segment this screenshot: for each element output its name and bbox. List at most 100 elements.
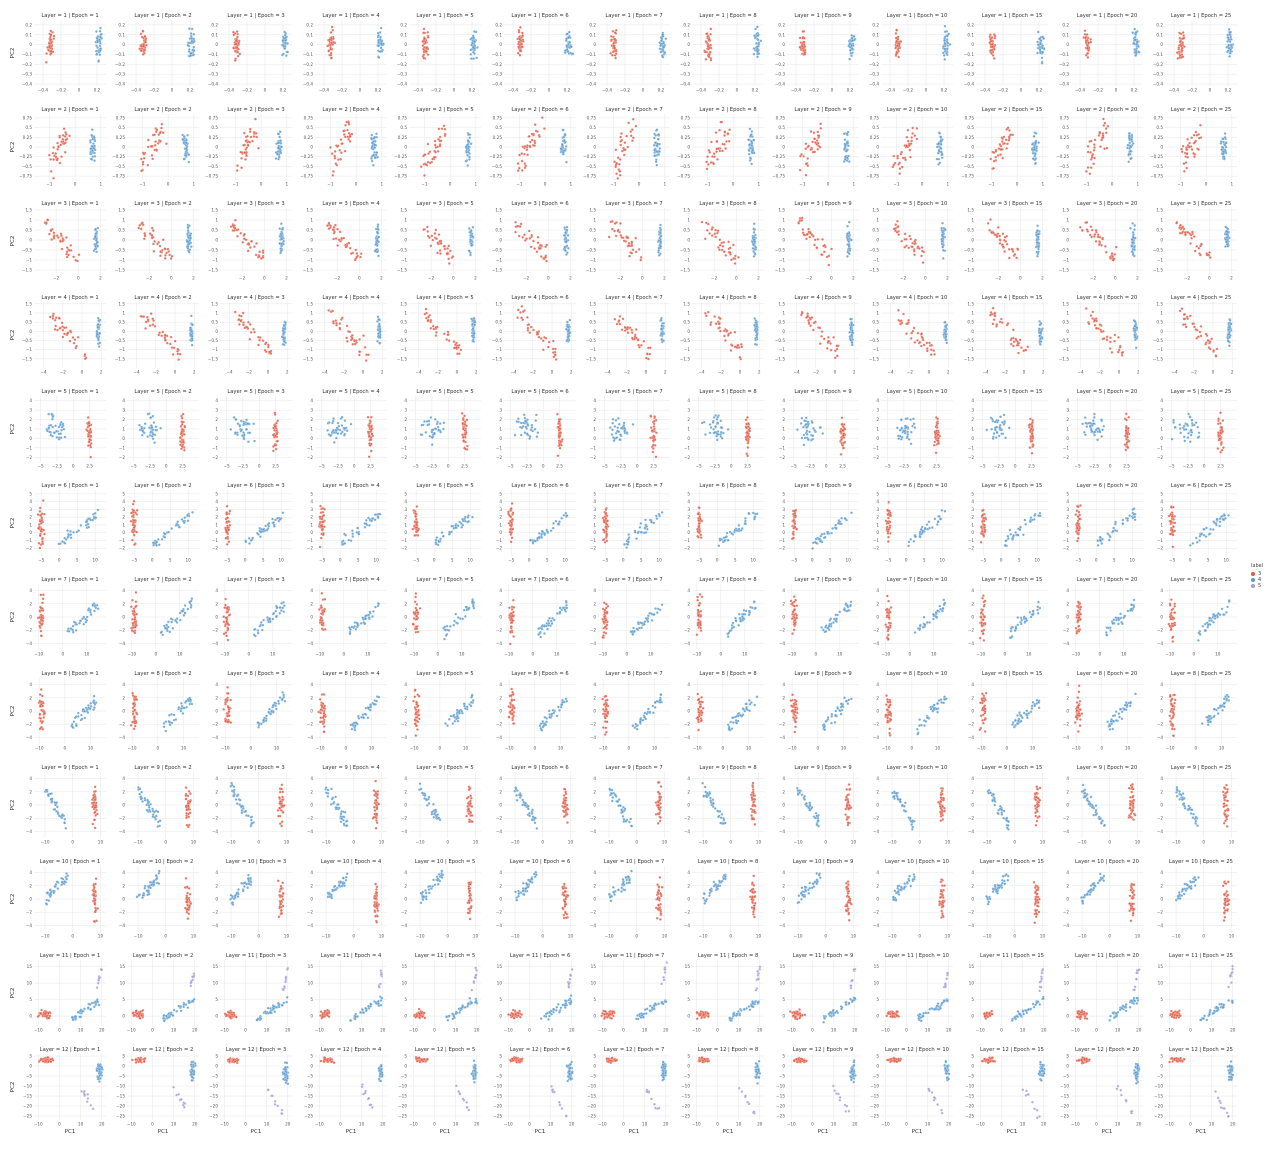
data-point-label-3 xyxy=(443,247,447,251)
data-point-label-3 xyxy=(58,161,62,165)
data-point-label-3 xyxy=(894,31,898,35)
data-point-label-4 xyxy=(756,55,759,59)
data-point-label-3 xyxy=(231,224,235,227)
data-point-label-4 xyxy=(845,132,849,136)
panel-layer-3-epoch-8: Layer = 3 | Epoch = 8−2 0 2−1.5−1−0.500.51… xyxy=(680,201,764,281)
data-point-label-3 xyxy=(1078,225,1082,229)
data-point-label-3 xyxy=(718,317,722,320)
data-point-label-3 xyxy=(726,132,730,135)
panel-layer-4-epoch-9: Layer = 4 | Epoch = 9−4 −2 0 2−1.5−1−0.500.… xyxy=(775,295,859,375)
x-tick-label: −2 xyxy=(246,370,253,375)
data-point-label-3 xyxy=(338,326,342,330)
data-point-label-3 xyxy=(530,233,534,237)
data-point-label-3 xyxy=(83,353,87,356)
y-tick-label: −0.5 xyxy=(397,338,408,343)
data-point-label-3 xyxy=(236,50,240,54)
data-point-label-3 xyxy=(521,145,525,149)
data-point-label-3 xyxy=(921,338,925,342)
x-tick-label: 2 xyxy=(946,276,949,281)
y-tick-label: −0.25 xyxy=(961,154,974,159)
data-point-label-3 xyxy=(809,324,812,328)
y-tick-label: 0.25 xyxy=(493,135,503,140)
data-point-label-4 xyxy=(372,163,375,167)
y-axis-label: PC2 xyxy=(10,142,16,153)
data-point-label-3 xyxy=(709,321,713,324)
y-tick-label: −0.75 xyxy=(583,174,596,179)
data-point-label-3 xyxy=(325,224,329,228)
data-point-label-3 xyxy=(1197,148,1200,151)
y-tick-label: −0.5 xyxy=(492,248,503,253)
data-point-label-3 xyxy=(351,342,355,346)
data-point-label-3 xyxy=(60,234,63,238)
data-point-label-4 xyxy=(942,53,946,57)
data-point-label-3 xyxy=(617,162,621,166)
data-point-label-4 xyxy=(1036,254,1039,258)
data-point-label-3 xyxy=(327,308,330,312)
panel-title: Layer = 1 | Epoch = 9 xyxy=(794,13,851,19)
data-point-label-3 xyxy=(713,315,716,318)
data-point-label-3 xyxy=(992,159,996,163)
panel-title: Layer = 2 | Epoch = 9 xyxy=(794,107,851,113)
data-point-label-3 xyxy=(737,256,740,259)
panel-title: Layer = 2 | Epoch = 3 xyxy=(227,107,284,113)
data-point-label-4 xyxy=(939,142,943,146)
data-point-label-3 xyxy=(142,237,146,241)
data-point-label-4 xyxy=(277,155,281,159)
panel-title: Layer = 2 | Epoch = 7 xyxy=(605,107,662,113)
data-point-label-3 xyxy=(155,128,159,132)
x-tick-label: 0 xyxy=(827,182,830,187)
data-point-label-3 xyxy=(733,262,737,265)
x-tick-label: 1 xyxy=(100,182,103,187)
x-tick-label: −2 xyxy=(711,276,718,281)
data-point-label-4 xyxy=(1039,51,1042,55)
data-point-label-3 xyxy=(1175,51,1179,55)
data-point-label-3 xyxy=(804,162,808,166)
y-tick-label: −0.5 xyxy=(680,338,691,343)
data-point-label-4 xyxy=(282,239,286,243)
data-point-label-4 xyxy=(656,142,660,146)
data-point-label-4 xyxy=(752,255,756,258)
panel-title: Layer = 4 | Epoch = 9 xyxy=(794,295,851,301)
data-point-label-4 xyxy=(749,133,753,137)
data-point-label-3 xyxy=(60,140,63,144)
data-point-label-3 xyxy=(1089,225,1093,229)
y-tick-label: −0.4 xyxy=(492,82,503,87)
data-point-label-4 xyxy=(95,332,99,336)
y-tick-label: 1 xyxy=(310,311,313,316)
data-point-label-3 xyxy=(891,165,895,169)
data-point-label-4 xyxy=(847,220,851,224)
data-point-label-3 xyxy=(328,38,332,41)
data-point-label-3 xyxy=(422,27,426,31)
x-tick-label: −4 xyxy=(511,370,518,375)
data-point-label-3 xyxy=(337,238,341,242)
data-point-label-4 xyxy=(284,54,288,57)
x-tick-label: −1 xyxy=(46,182,53,187)
data-point-label-4 xyxy=(755,333,759,336)
y-tick-label: −0.5 xyxy=(208,338,219,343)
data-point-label-3 xyxy=(331,309,334,313)
data-point-label-3 xyxy=(428,161,432,165)
data-point-label-4 xyxy=(1222,155,1226,159)
x-tick-label: −4 xyxy=(888,370,895,375)
y-axis-label: PC2 xyxy=(10,48,16,59)
data-point-label-3 xyxy=(331,173,335,177)
data-point-label-3 xyxy=(633,337,636,341)
data-point-label-4 xyxy=(1036,224,1039,228)
x-tick-label: 0.2 xyxy=(658,88,665,93)
data-point-label-3 xyxy=(716,158,719,161)
y-tick-label: −1 xyxy=(968,258,975,263)
data-point-label-4 xyxy=(370,141,374,145)
data-point-label-4 xyxy=(95,240,99,244)
data-point-label-4 xyxy=(849,238,853,242)
data-point-label-3 xyxy=(239,231,243,235)
x-tick-label: −4 xyxy=(134,370,141,375)
y-tick-label: −0.3 xyxy=(775,72,786,77)
y-tick-label: −0.4 xyxy=(586,82,597,87)
data-point-label-3 xyxy=(517,166,521,170)
data-point-label-4 xyxy=(99,35,102,39)
data-point-label-3 xyxy=(610,38,614,41)
data-point-label-3 xyxy=(722,250,726,254)
data-point-label-3 xyxy=(329,46,333,50)
data-point-label-3 xyxy=(232,30,235,34)
